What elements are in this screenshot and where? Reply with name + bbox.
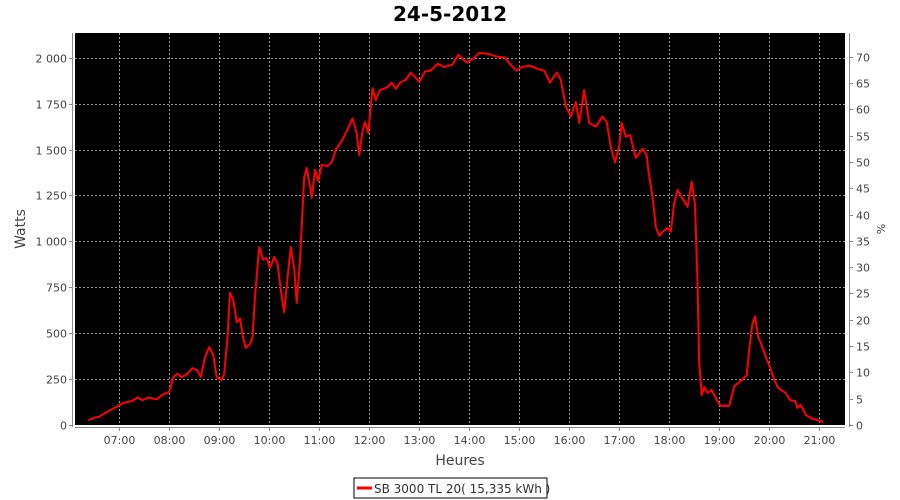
x-tick-label: 20:00 — [754, 434, 786, 447]
y2-tick-label: 20 — [856, 315, 870, 328]
y-tick-label: 500 — [46, 328, 67, 341]
y2-tick-label: 60 — [856, 104, 870, 117]
x-tick-label: 15:00 — [504, 434, 536, 447]
plot-area — [75, 33, 845, 425]
x-tick-label: 08:00 — [154, 434, 186, 447]
x-tick-label: 17:00 — [604, 434, 636, 447]
legend-box — [353, 477, 548, 499]
y2-axis-label: % — [874, 224, 887, 234]
x-axis-label: Heures — [435, 453, 484, 469]
y2-tick-label: 15 — [856, 341, 870, 354]
y2-tick-label: 25 — [856, 288, 870, 301]
y-tick-label: 250 — [46, 374, 67, 387]
y-axis-label: Watts — [13, 209, 29, 249]
x-tick-label: 16:00 — [554, 434, 586, 447]
y2-tick-label: 0 — [856, 420, 863, 433]
x-tick-label: 07:00 — [104, 434, 136, 447]
y2-tick-label: 30 — [856, 262, 870, 275]
legend-label: SB 3000 TL 20( 15,335 kWh ) — [374, 482, 550, 496]
y2-tick-label: 50 — [856, 157, 870, 170]
series-layer — [87, 51, 824, 424]
legend: SB 3000 TL 20( 15,335 kWh ) — [353, 477, 550, 499]
y-tick-label: 750 — [46, 282, 67, 295]
y-tick-label: 1 500 — [36, 145, 68, 158]
y-tick-label: 1 750 — [36, 99, 68, 112]
x-tick-label: 21:00 — [804, 434, 836, 447]
y-tick-label: 0 — [60, 420, 67, 433]
y2-tick-label: 40 — [856, 210, 870, 223]
x-tick-label: 10:00 — [254, 434, 286, 447]
y-tick-label: 1 000 — [36, 236, 68, 249]
y-tick-label: 1 250 — [36, 190, 68, 203]
chart-title: 24-5-2012 — [393, 2, 507, 26]
x-tick-label: 12:00 — [354, 434, 386, 447]
y2-tick-label: 55 — [856, 131, 870, 144]
y2-tick-label: 5 — [856, 394, 863, 407]
y-tick-label: 2 000 — [36, 53, 68, 66]
y2-tick-label: 10 — [856, 367, 870, 380]
x-tick-label: 18:00 — [654, 434, 686, 447]
y2-tick-label: 65 — [856, 78, 870, 91]
y2-tick-label: 35 — [856, 236, 870, 249]
y2-tick-label: 45 — [856, 183, 870, 196]
x-tick-label: 13:00 — [404, 434, 436, 447]
grid — [75, 33, 845, 425]
x-tick-label: 11:00 — [304, 434, 336, 447]
series-line — [87, 51, 824, 424]
x-tick-label: 19:00 — [704, 434, 736, 447]
y2-tick-label: 70 — [856, 52, 870, 65]
x-tick-label: 14:00 — [454, 434, 486, 447]
axes: 07:00 08:00 09:00 10:00 11:00 12:00 13:00 14:00… — [36, 33, 870, 447]
x-tick-label: 09:00 — [204, 434, 236, 447]
